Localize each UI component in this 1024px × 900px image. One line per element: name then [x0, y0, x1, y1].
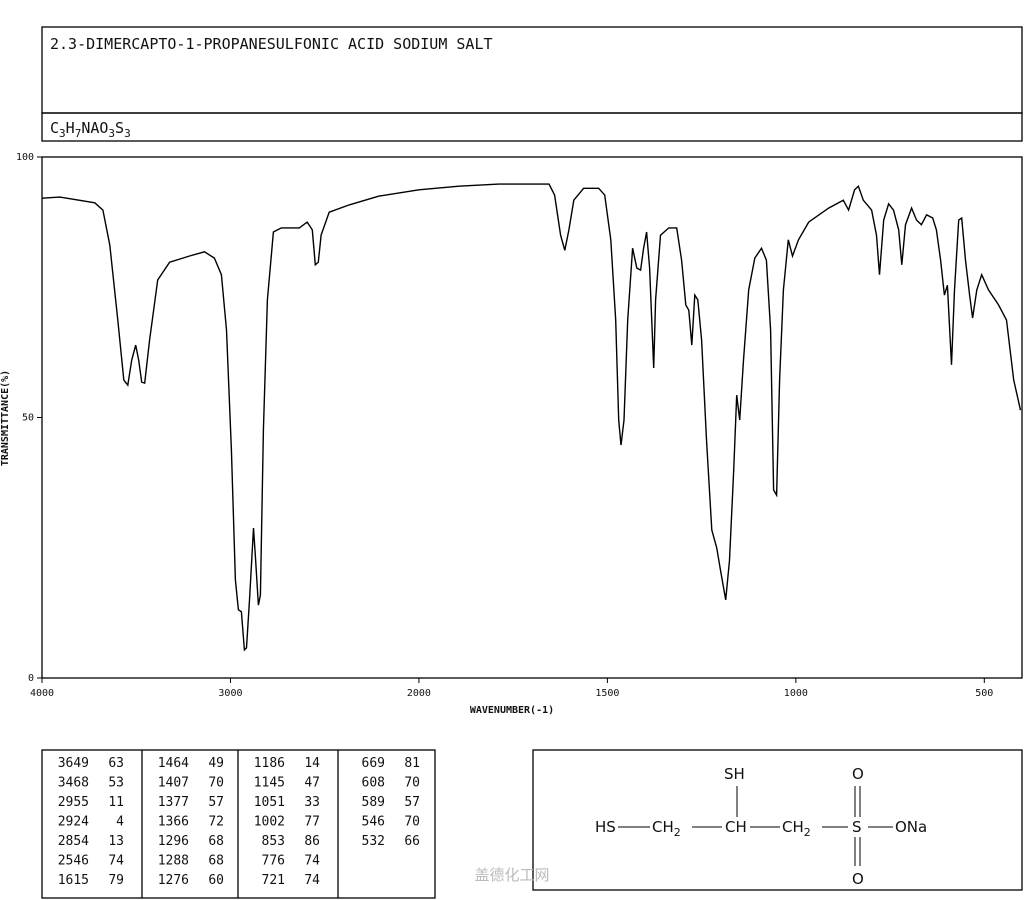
peak-wavenumber: 3649: [58, 756, 89, 771]
structure-group: CH2: [782, 818, 811, 839]
peak-transmittance: 79: [108, 873, 124, 888]
peak-transmittance: 14: [304, 756, 320, 771]
peak-wavenumber: 2955: [58, 795, 89, 810]
formula-subscript: 3: [124, 127, 131, 140]
peak-transmittance: 57: [404, 795, 420, 810]
peak-wavenumber: 2924: [58, 815, 89, 830]
x-tick-label: 500: [975, 688, 993, 699]
peak-transmittance: 74: [304, 873, 320, 888]
y-axis-label: TRANSMITTANCE(%): [0, 370, 11, 466]
structure-oxygen: O: [852, 765, 864, 783]
structure-subscript: 2: [804, 826, 811, 839]
structure-atom: CH: [652, 818, 674, 836]
peak-wavenumber: 721: [262, 873, 285, 888]
peak-wavenumber: 1051: [254, 795, 285, 810]
x-axis-label: WAVENUMBER(-1): [470, 705, 554, 716]
peak-wavenumber: 608: [362, 776, 385, 791]
formula-part: H: [66, 119, 75, 137]
peak-wavenumber: 1288: [158, 854, 189, 869]
peak-transmittance: 13: [108, 834, 124, 849]
peak-transmittance: 66: [404, 834, 420, 849]
peak-wavenumber: 1002: [254, 815, 285, 830]
structure-group: CH: [725, 818, 747, 836]
structure-oxygen: O: [852, 870, 864, 888]
peak-transmittance: 57: [208, 795, 224, 810]
peak-wavenumber: 2854: [58, 834, 89, 849]
y-tick-label: 100: [16, 152, 34, 163]
structure-atom: HS: [595, 818, 616, 836]
peak-wavenumber: 589: [362, 795, 385, 810]
structure-atom: CH: [782, 818, 804, 836]
peak-transmittance: 70: [404, 776, 420, 791]
peak-wavenumber: 546: [362, 815, 385, 830]
formula-subscript: 3: [108, 127, 115, 140]
peak-transmittance: 33: [304, 795, 320, 810]
peak-transmittance: 4: [116, 815, 124, 830]
y-tick-label: 0: [28, 673, 34, 684]
x-tick-label: 1000: [784, 688, 808, 699]
watermark: 盖德化工网: [474, 866, 549, 884]
structure-atom: S: [852, 818, 862, 836]
peak-wavenumber: 853: [262, 834, 285, 849]
peak-wavenumber: 1366: [158, 815, 189, 830]
structure-box: [532, 749, 1023, 891]
peak-transmittance: 70: [404, 815, 420, 830]
peak-wavenumber: 669: [362, 756, 385, 771]
spectrum-line: [41, 183, 1022, 652]
structure-group: ONa: [895, 818, 927, 836]
structure-atom: CH: [725, 818, 747, 836]
peak-transmittance: 60: [208, 873, 224, 888]
formula-box: [41, 112, 1023, 142]
peak-transmittance: 86: [304, 834, 320, 849]
peak-transmittance: 72: [208, 815, 224, 830]
peak-wavenumber: 532: [362, 834, 385, 849]
peak-transmittance: 47: [304, 776, 320, 791]
peak-wavenumber: 1296: [158, 834, 189, 849]
peak-wavenumber: 1276: [158, 873, 189, 888]
x-tick-label: 1500: [595, 688, 619, 699]
peak-wavenumber: 3468: [58, 776, 89, 791]
peak-wavenumber: 1186: [254, 756, 285, 771]
formula-part: C: [50, 119, 59, 137]
x-tick-label: 2000: [407, 688, 431, 699]
peak-transmittance: 68: [208, 854, 224, 869]
y-tick-label: 50: [22, 413, 34, 424]
structure-branch: SH: [724, 765, 745, 783]
peak-transmittance: 49: [208, 756, 224, 771]
structure-atom: ONa: [895, 818, 927, 836]
formula-subscript: 7: [75, 127, 82, 140]
structure-subscript: 2: [674, 826, 681, 839]
peak-transmittance: 53: [108, 776, 124, 791]
peak-transmittance: 74: [304, 854, 320, 869]
x-tick-label: 3000: [218, 688, 242, 699]
peak-wavenumber: 2546: [58, 854, 89, 869]
structure-group: CH2: [652, 818, 681, 839]
formula-part: S: [115, 119, 124, 137]
formula-subscript: 3: [59, 127, 66, 140]
peak-transmittance: 74: [108, 854, 124, 869]
peak-transmittance: 68: [208, 834, 224, 849]
peak-transmittance: 63: [108, 756, 124, 771]
peak-wavenumber: 1407: [158, 776, 189, 791]
formula: C3H7NAO3S3: [50, 119, 131, 140]
peak-wavenumber: 1615: [58, 873, 89, 888]
peak-transmittance: 70: [208, 776, 224, 791]
peak-transmittance: 77: [304, 815, 320, 830]
peak-wavenumber: 1145: [254, 776, 285, 791]
peak-transmittance: 11: [108, 795, 124, 810]
peak-transmittance: 81: [404, 756, 420, 771]
peak-wavenumber: 1464: [158, 756, 189, 771]
peak-wavenumber: 1377: [158, 795, 189, 810]
compound-title: 2.3-DIMERCAPTO-1-PROPANESULFONIC ACID SO…: [50, 35, 493, 53]
plot-frame: [41, 156, 1023, 679]
formula-part: NAO: [81, 119, 108, 137]
x-tick-label: 4000: [30, 688, 54, 699]
peak-wavenumber: 776: [262, 854, 285, 869]
structure-group: S: [852, 818, 862, 836]
structure-group: HS: [595, 818, 616, 836]
